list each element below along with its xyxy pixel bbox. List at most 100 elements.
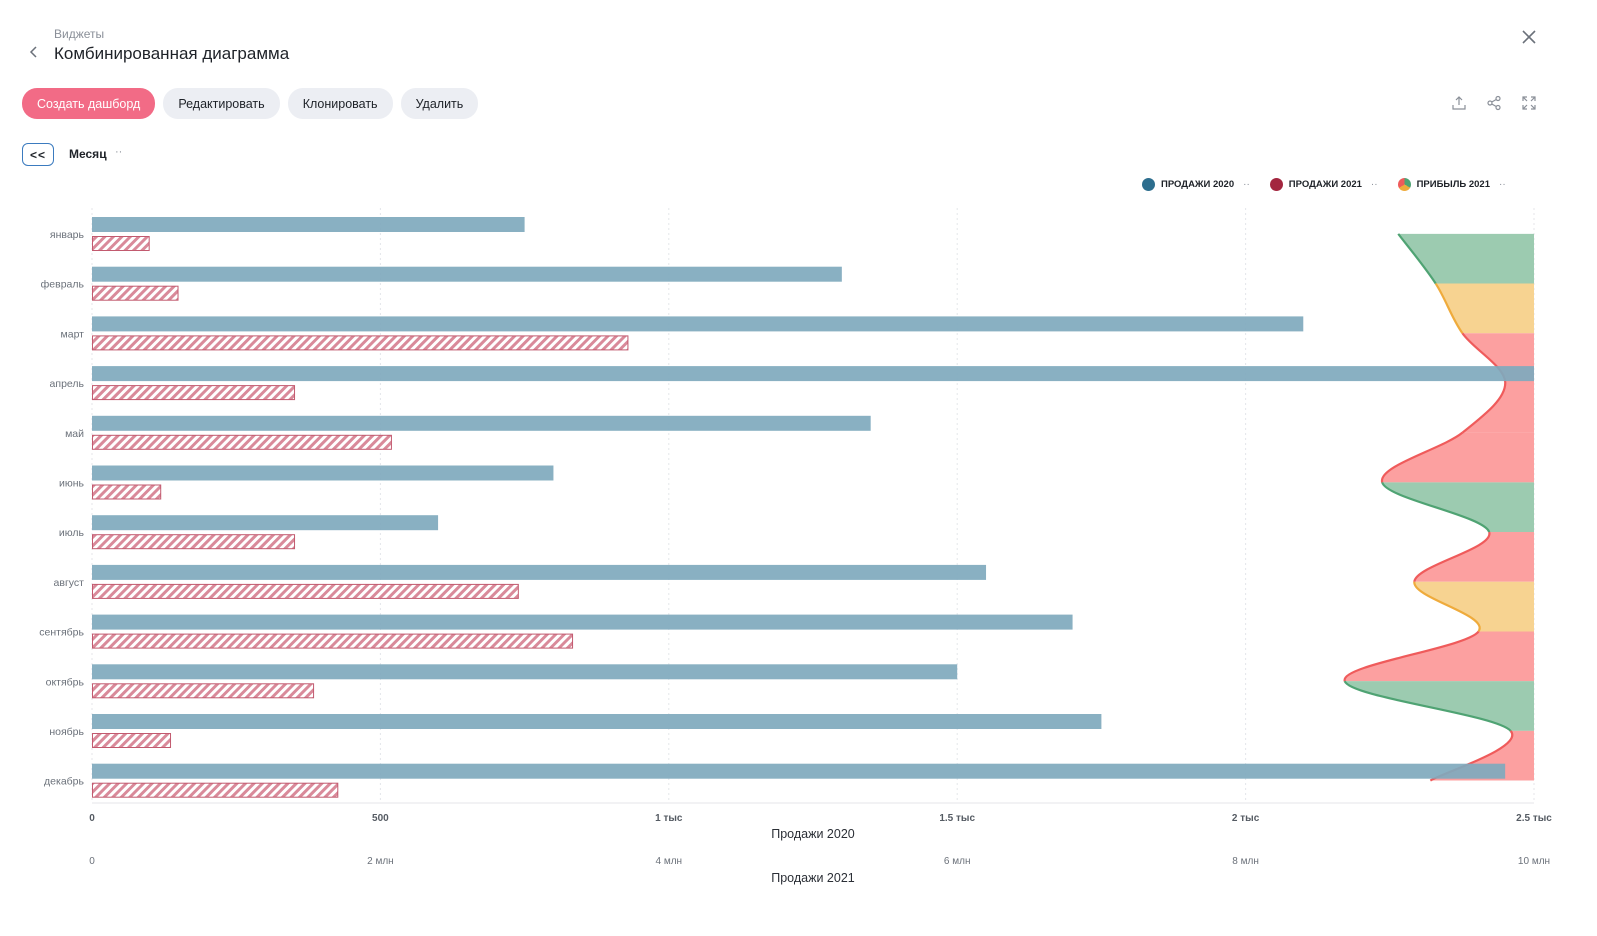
legend-item-sales-2020[interactable]: ПРОДАЖИ 2020 ·· <box>1142 178 1250 191</box>
bar-sales-2020 <box>92 564 987 580</box>
category-label: май <box>65 428 84 440</box>
create-dashboard-button[interactable]: Создать дашборд <box>22 88 156 119</box>
bar-sales-2021 <box>92 335 629 351</box>
bar-sales-2021 <box>92 236 150 251</box>
legend-pie-icon <box>1397 178 1411 191</box>
bar-sales-2020 <box>92 614 1073 630</box>
category-label: август <box>54 577 85 589</box>
profit-line-segment <box>1397 233 1437 285</box>
category-label: апрель <box>50 378 85 390</box>
profit-line-segment <box>1343 680 1512 732</box>
page-title: Комбинированная диаграмма <box>54 44 290 63</box>
legend-item-sales-2021[interactable]: ПРОДАЖИ 2021 ·· <box>1269 178 1378 191</box>
profit-area-band <box>1462 382 1534 433</box>
profit-line-segment <box>1434 282 1464 334</box>
edit-button[interactable]: Редактировать <box>163 88 280 119</box>
x-tick-label-secondary: 8 млн <box>1232 856 1259 867</box>
export-icon[interactable] <box>1451 95 1467 111</box>
category-label: февраль <box>41 279 85 291</box>
x-tick-label-secondary: 0 <box>89 856 95 867</box>
profit-area-band <box>1344 681 1534 731</box>
profit-line-segment <box>1461 382 1507 434</box>
x-tick-label-primary: 2.5 тыс <box>1516 813 1552 824</box>
delete-button[interactable]: Удалить <box>400 88 479 119</box>
profit-area-band <box>1382 482 1534 533</box>
x-tick-label-primary: 2 тыс <box>1232 813 1260 824</box>
x-axis-title-secondary: Продажи 2021 <box>771 871 855 885</box>
category-label: сентябрь <box>39 627 84 639</box>
bar-sales-2021 <box>92 733 172 748</box>
back-button[interactable] <box>26 44 42 60</box>
bar-sales-2020 <box>92 415 871 431</box>
profit-area-band <box>1414 581 1534 632</box>
legend-more-button[interactable]: ·· <box>1498 179 1506 190</box>
bar-sales-2021 <box>92 782 339 798</box>
x-tick-label-secondary: 10 млн <box>1518 856 1550 867</box>
close-icon <box>1522 30 1536 44</box>
bar-sales-2021 <box>92 385 296 401</box>
legend-item-profit-2021[interactable]: ПРИБЫЛЬ 2021 ·· <box>1397 178 1506 191</box>
profit-area-band <box>1435 283 1534 334</box>
chevron-left-icon <box>29 46 37 58</box>
bar-sales-2021 <box>92 583 519 599</box>
bar-sales-2020 <box>92 763 1506 779</box>
legend-more-button[interactable]: ·· <box>1243 179 1250 190</box>
category-label: июль <box>59 527 85 539</box>
legend-label: ПРОДАЖИ 2020 <box>1161 179 1235 190</box>
bar-sales-2020 <box>92 316 1304 332</box>
legend-label: ПРИБЫЛЬ 2021 <box>1416 179 1490 190</box>
profit-area-band <box>1398 233 1534 284</box>
share-icon[interactable] <box>1486 95 1502 111</box>
legend-more-button[interactable]: ·· <box>1370 179 1378 190</box>
bar-sales-2021 <box>92 434 392 450</box>
legend: ПРОДАЖИ 2020 ·· ПРОДАЖИ 2021 ·· ПРИБЫЛЬ … <box>1142 178 1526 191</box>
x-tick-label-secondary: 4 млн <box>656 856 683 867</box>
category-label: июнь <box>59 478 85 490</box>
profit-line-segment <box>1381 431 1464 483</box>
legend-dot-icon <box>1269 178 1283 191</box>
bar-sales-2021 <box>92 484 162 500</box>
bar-sales-2020 <box>92 515 439 531</box>
category-label: октябрь <box>46 676 85 688</box>
x-tick-label-primary: 1.5 тыс <box>939 813 975 824</box>
x-tick-label-primary: 0 <box>89 813 95 824</box>
bar-sales-2020 <box>92 664 958 680</box>
collapse-filters-button[interactable]: << <box>22 143 54 166</box>
bar-sales-2020 <box>92 465 554 481</box>
bar-sales-2020 <box>92 366 1534 382</box>
category-label: март <box>61 328 85 340</box>
category-label: декабрь <box>44 776 84 788</box>
profit-line-segment <box>1413 531 1491 583</box>
fullscreen-icon[interactable] <box>1521 95 1537 111</box>
profit-area-band <box>1414 532 1534 582</box>
profit-line-segment <box>1413 581 1481 633</box>
x-axis-title-primary: Продажи 2020 <box>771 827 855 841</box>
dimension-label[interactable]: Месяц <box>69 147 107 161</box>
profit-line-segment <box>1343 630 1480 682</box>
x-tick-label-secondary: 2 млн <box>367 856 394 867</box>
bar-sales-2020 <box>92 714 1102 729</box>
profit-line-segment <box>1381 481 1491 533</box>
dimension-more-button[interactable]: ·· <box>115 146 123 158</box>
x-tick-label-primary: 500 <box>372 813 389 824</box>
x-tick-label-primary: 1 тыс <box>655 813 683 824</box>
breadcrumb-parent[interactable]: Виджеты <box>54 27 105 41</box>
bar-sales-2021 <box>92 534 296 550</box>
close-button[interactable] <box>1520 28 1538 46</box>
bar-sales-2020 <box>92 217 525 232</box>
legend-dot-icon <box>1142 178 1155 191</box>
bar-sales-2021 <box>92 683 315 699</box>
profit-area-band <box>1381 432 1534 483</box>
legend-label: ПРОДАЖИ 2021 <box>1288 179 1362 190</box>
clone-button[interactable]: Клонировать <box>287 88 393 119</box>
profit-area-band <box>1344 631 1534 682</box>
bar-sales-2020 <box>92 266 842 282</box>
x-tick-label-secondary: 6 млн <box>944 856 971 867</box>
category-label: январь <box>50 229 85 241</box>
bar-sales-2021 <box>92 285 179 301</box>
widget-tools <box>1451 95 1537 111</box>
category-label: ноябрь <box>49 726 84 738</box>
toolbar: Создать дашборд Редактировать Клонироват… <box>22 88 479 119</box>
